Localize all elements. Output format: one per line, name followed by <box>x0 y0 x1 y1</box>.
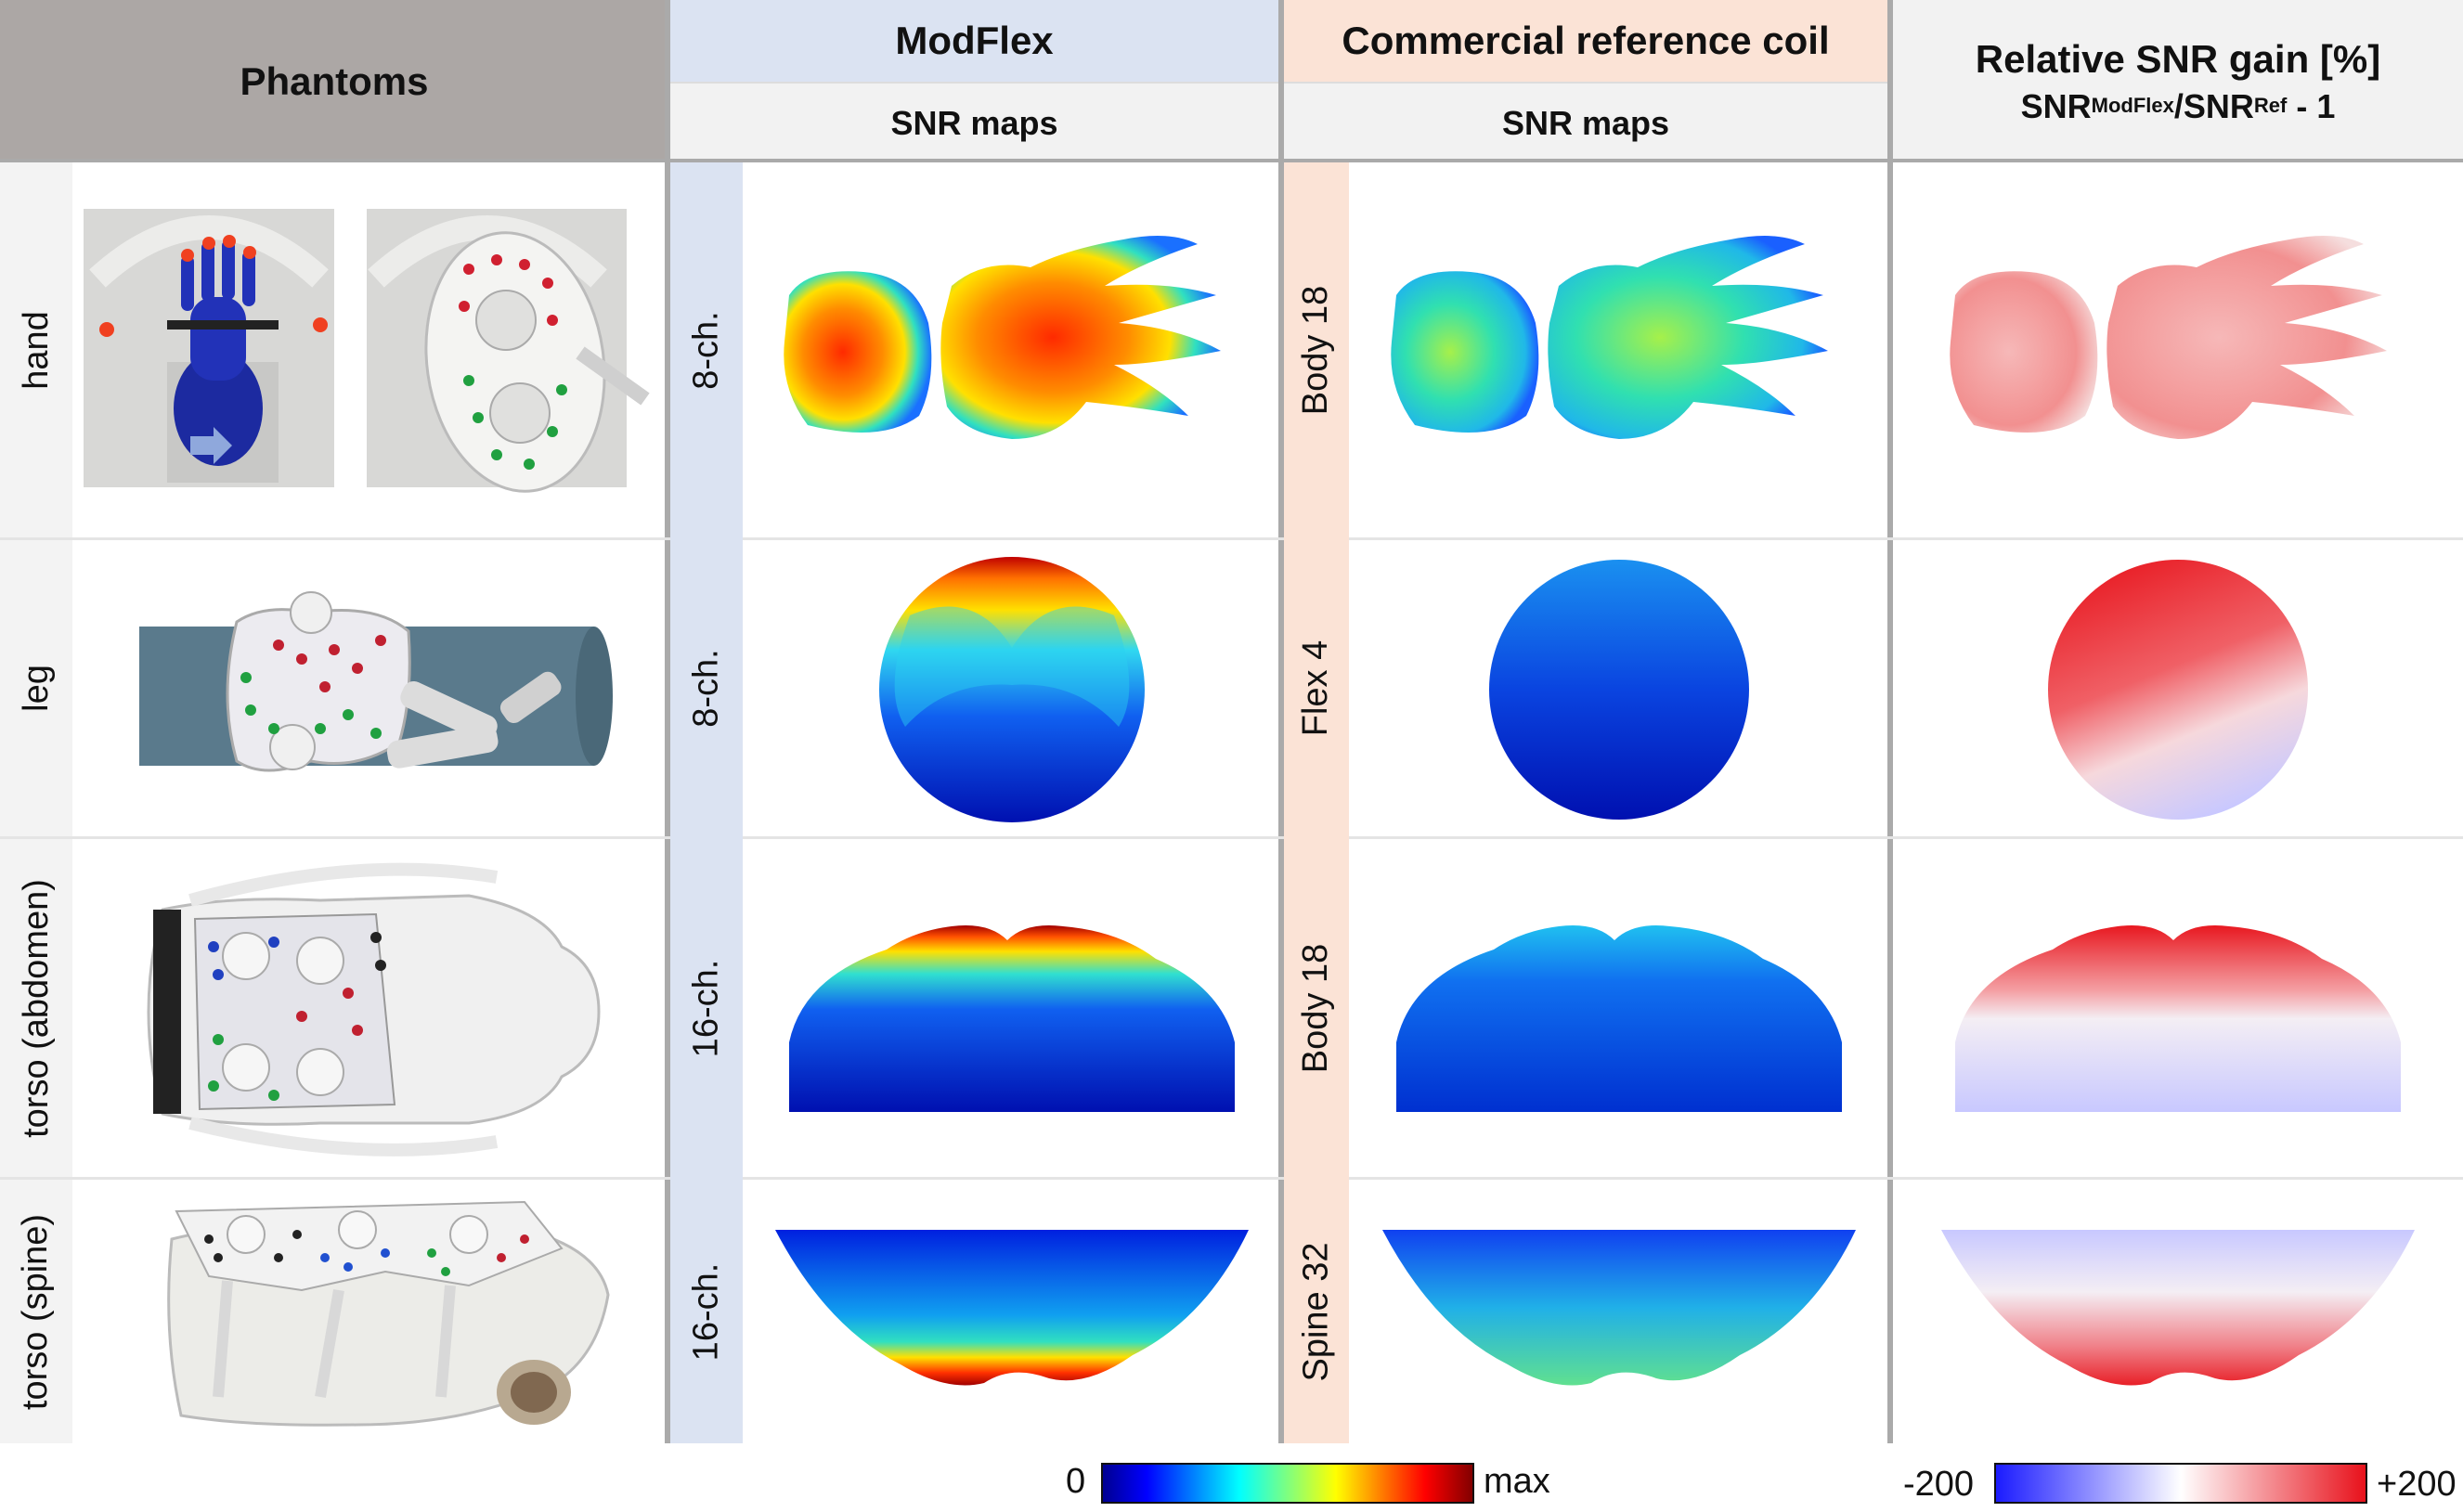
snr-map-modflex-spine <box>747 1188 1277 1439</box>
gain-colorbar <box>1994 1463 2367 1504</box>
header-gain-title: Relative SNR gain [%] <box>1975 36 2381 81</box>
row-separator-3 <box>0 1177 2463 1180</box>
reference-coil-abdomen-text: Body 18 <box>1296 943 1336 1073</box>
snr-colorbar-max-label: max <box>1484 1462 1550 1501</box>
formula-slash: / <box>2173 86 2184 125</box>
phantom-photo-spine <box>79 1183 659 1441</box>
snr-map-modflex-leg <box>747 548 1277 831</box>
phantom-photo-abdomen <box>79 845 659 1174</box>
reference-band <box>1284 162 1349 1443</box>
divider-phantoms-modflex <box>665 0 670 1443</box>
snr-map-reference-abdomen <box>1354 849 1885 1170</box>
formula-snr-a: SNR <box>2020 86 2092 125</box>
formula-sub-a: ModFlex <box>2091 93 2174 117</box>
formula-tail: - 1 <box>2287 86 2336 125</box>
snr-map-reference-hand <box>1354 172 1885 529</box>
modflex-coil-leg: 8-ch. <box>670 540 743 836</box>
header-modflex-sub-label: SNR maps <box>890 103 1058 142</box>
header-modflex-label: ModFlex <box>895 19 1054 62</box>
snr-colorbar <box>1101 1463 1474 1504</box>
header-gain-formula: SNRModFlex/SNRRef - 1 <box>2021 87 2336 126</box>
header-reference-sub-label: SNR maps <box>1501 103 1670 142</box>
reference-coil-leg-text: Flex 4 <box>1296 640 1336 737</box>
header-phantoms-label: Phantoms <box>240 58 429 103</box>
header-gain: Relative SNR gain [%] SNRModFlex/SNRRef … <box>1893 0 2463 162</box>
snr-map-reference-spine <box>1354 1188 1885 1439</box>
gain-map-spine <box>1896 1188 2460 1439</box>
row-separator-1 <box>0 537 2463 540</box>
phantom-photo-leg <box>79 548 659 831</box>
header-modflex-sub: SNR maps <box>670 82 1278 162</box>
gain-map-hand <box>1896 172 2460 529</box>
header-modflex: ModFlex <box>670 0 1278 82</box>
row-label-leg: leg <box>0 540 72 836</box>
row-label-hand-text: hand <box>16 310 56 390</box>
snr-map-reference-leg <box>1354 548 1885 831</box>
reference-coil-spine-text: Spine 32 <box>1296 1241 1336 1382</box>
modflex-coil-leg-text: 8-ch. <box>686 649 726 728</box>
reference-coil-hand-text: Body 18 <box>1296 285 1336 415</box>
modflex-band <box>670 162 743 1443</box>
phantom-photo-hand <box>79 167 659 534</box>
modflex-coil-hand: 8-ch. <box>670 162 743 537</box>
snr-map-modflex-abdomen <box>747 849 1277 1170</box>
header-reference-sub: SNR maps <box>1284 82 1887 162</box>
reference-coil-abdomen: Body 18 <box>1284 839 1349 1177</box>
snr-colorbar-min-label: 0 <box>1066 1462 1086 1501</box>
reference-coil-leg: Flex 4 <box>1284 540 1349 836</box>
row-label-abdomen: torso (abdomen) <box>0 839 72 1177</box>
modflex-coil-spine: 16-ch. <box>670 1180 743 1443</box>
formula-snr-b: SNR <box>2183 86 2254 125</box>
divider-reference-gain <box>1887 0 1893 1443</box>
modflex-coil-hand-text: 8-ch. <box>686 310 726 390</box>
row-label-spine-text: torso (spine) <box>16 1213 56 1410</box>
header-phantoms: Phantoms <box>0 0 668 162</box>
divider-modflex-reference <box>1278 0 1284 1443</box>
row-label-hand: hand <box>0 162 72 537</box>
header-reference-label: Commercial reference coil <box>1342 19 1830 62</box>
reference-coil-hand: Body 18 <box>1284 162 1349 537</box>
gain-colorbar-min-label: -200 <box>1903 1465 1975 1504</box>
modflex-coil-spine-text: 16-ch. <box>686 1262 726 1361</box>
reference-coil-spine: Spine 32 <box>1284 1180 1349 1443</box>
row-label-leg-text: leg <box>16 665 56 712</box>
row-separator-2 <box>0 836 2463 839</box>
header-reference: Commercial reference coil <box>1284 0 1887 82</box>
row-label-abdomen-text: torso (abdomen) <box>16 878 56 1138</box>
gain-colorbar-max-label: +200 <box>2377 1465 2457 1504</box>
modflex-coil-abdomen-text: 16-ch. <box>686 959 726 1057</box>
snr-map-modflex-hand <box>747 172 1277 529</box>
gain-map-leg <box>1896 548 2460 831</box>
modflex-coil-abdomen: 16-ch. <box>670 839 743 1177</box>
row-label-spine: torso (spine) <box>0 1180 72 1443</box>
gain-map-abdomen <box>1896 849 2460 1170</box>
formula-sub-b: Ref <box>2253 93 2288 117</box>
header-rule <box>0 159 2463 162</box>
